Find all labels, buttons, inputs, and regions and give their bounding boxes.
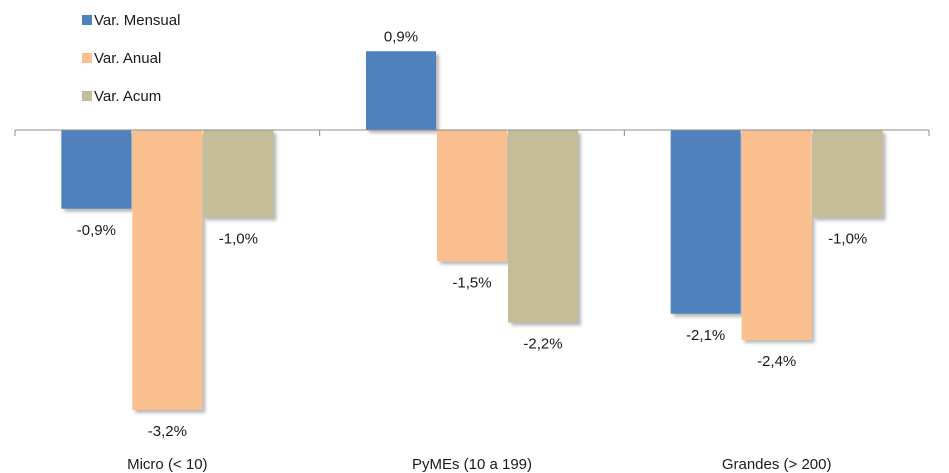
data-label: -1,0% [828,231,867,248]
bar-var-mensual-2 [366,51,436,130]
legend-label: Var. Mensual [94,12,180,29]
bar-var-anual-3 [741,130,812,340]
legend-item: Var. Acum [82,88,161,105]
category-labels-group: Micro (< 10) PyMEs (10 a 199) Grandes (> 2… [127,456,831,473]
data-label: -2,2% [523,336,562,353]
bar-var-anual-1 [132,130,203,410]
data-labels-group: -0,9% -3,2% -1,0% 0,9% -1,5% -2,2% -2,1% -2,4% -… [77,28,868,440]
legend-label: Var. Anual [94,50,161,67]
category-label: PyMEs (10 a 199) [412,456,532,473]
legend-item: Var. Mensual [82,12,180,29]
category-label: Grandes (> 200) [722,456,832,473]
bar-var-acum-2 [508,130,578,323]
data-label: -1,5% [452,274,491,291]
legend-swatch [82,53,92,63]
legend-item: Var. Anual [82,50,161,67]
bar-var-mensual-3 [670,130,741,314]
bar-var-mensual-1 [61,130,132,209]
bar-var-acum-3 [812,130,883,218]
legend-swatch [82,91,92,101]
legend: Var. Mensual Var. Anual Var. Acum [82,12,180,105]
category-label: Micro (< 10) [127,456,207,473]
legend-label: Var. Acum [94,88,161,105]
category-ticks [14,130,930,136]
legend-swatch [82,15,92,25]
data-label: -1,0% [219,231,258,248]
data-label: -2,4% [757,353,796,370]
data-label: 0,9% [384,28,418,45]
data-label: -2,1% [686,327,725,344]
bar-var-anual-2 [437,130,507,262]
bar-var-acum-1 [203,130,274,218]
data-label: -3,2% [148,423,187,440]
bars-group [61,51,883,410]
data-label: -0,9% [77,222,116,239]
